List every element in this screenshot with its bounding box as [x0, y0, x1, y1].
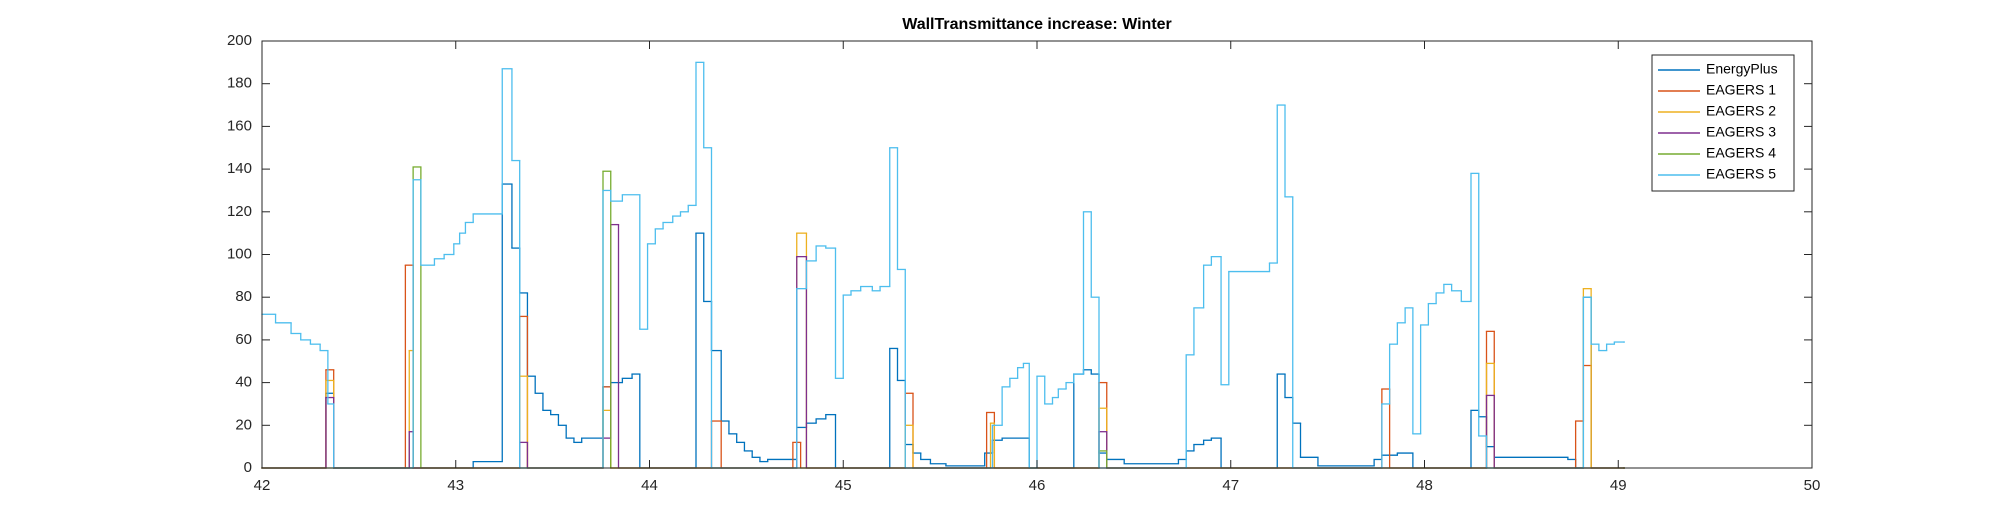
legend-label: EAGERS 1: [1706, 82, 1776, 98]
y-tick-label: 20: [235, 416, 252, 433]
x-tick-label: 48: [1416, 477, 1433, 494]
x-tick-label: 45: [835, 477, 852, 494]
y-tick-label: 140: [227, 160, 252, 177]
legend-label: EAGERS 5: [1706, 166, 1776, 182]
y-tick-label: 80: [235, 288, 252, 305]
legend-label: EAGERS 3: [1706, 124, 1776, 140]
chart-title: WallTransmittance increase: Winter: [902, 16, 1172, 33]
x-tick-label: 46: [1029, 477, 1046, 494]
x-tick-label: 42: [254, 477, 271, 494]
legend: EnergyPlus EAGERS 1 EAGERS 2 EAGERS 3 EAGERS…: [1651, 54, 1795, 192]
legend-label: EAGERS 4: [1706, 145, 1776, 161]
x-tick-label: 50: [1804, 477, 1821, 494]
y-tick-label: 180: [227, 75, 252, 92]
legend-box: [1651, 54, 1795, 192]
x-tick-label: 44: [641, 477, 658, 494]
x-tick-label: 43: [447, 477, 464, 494]
y-tick-label: 0: [244, 459, 252, 476]
legend-label: EnergyPlus: [1706, 61, 1778, 77]
legend-label: EAGERS 2: [1706, 103, 1776, 119]
y-tick-label: 100: [227, 245, 252, 262]
y-tick-label: 200: [227, 32, 252, 49]
y-tick-label: 60: [235, 331, 252, 348]
y-tick-label: 40: [235, 374, 252, 391]
x-tick-label: 49: [1610, 477, 1627, 494]
y-tick-label: 160: [227, 117, 252, 134]
y-tick-label: 120: [227, 203, 252, 220]
x-tick-label: 47: [1222, 477, 1239, 494]
